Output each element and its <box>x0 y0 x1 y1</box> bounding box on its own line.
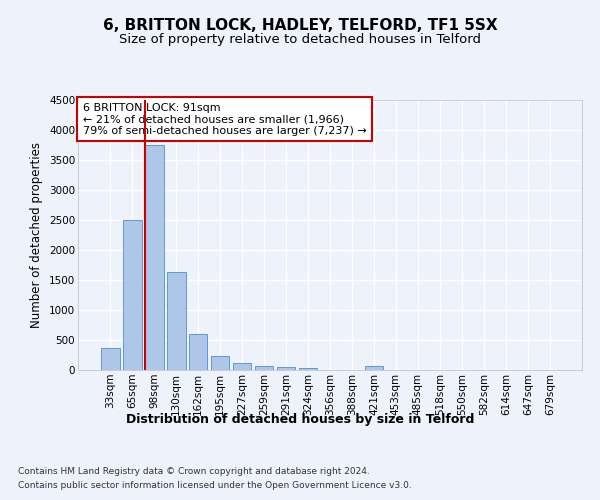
Bar <box>255 366 274 370</box>
Text: Distribution of detached houses by size in Telford: Distribution of detached houses by size … <box>126 412 474 426</box>
Text: 6 BRITTON LOCK: 91sqm
← 21% of detached houses are smaller (1,966)
79% of semi-d: 6 BRITTON LOCK: 91sqm ← 21% of detached … <box>83 102 367 136</box>
Bar <box>145 145 164 370</box>
Text: Contains HM Land Registry data © Crown copyright and database right 2024.: Contains HM Land Registry data © Crown c… <box>18 468 370 476</box>
Bar <box>233 364 251 370</box>
Bar <box>101 348 119 370</box>
Bar <box>299 368 317 370</box>
Bar <box>189 334 208 370</box>
Bar <box>123 220 142 370</box>
Bar <box>211 356 229 370</box>
Bar <box>167 272 185 370</box>
Bar <box>277 367 295 370</box>
Text: 6, BRITTON LOCK, HADLEY, TELFORD, TF1 5SX: 6, BRITTON LOCK, HADLEY, TELFORD, TF1 5S… <box>103 18 497 32</box>
Y-axis label: Number of detached properties: Number of detached properties <box>31 142 43 328</box>
Bar <box>365 366 383 370</box>
Text: Contains public sector information licensed under the Open Government Licence v3: Contains public sector information licen… <box>18 481 412 490</box>
Text: Size of property relative to detached houses in Telford: Size of property relative to detached ho… <box>119 32 481 46</box>
